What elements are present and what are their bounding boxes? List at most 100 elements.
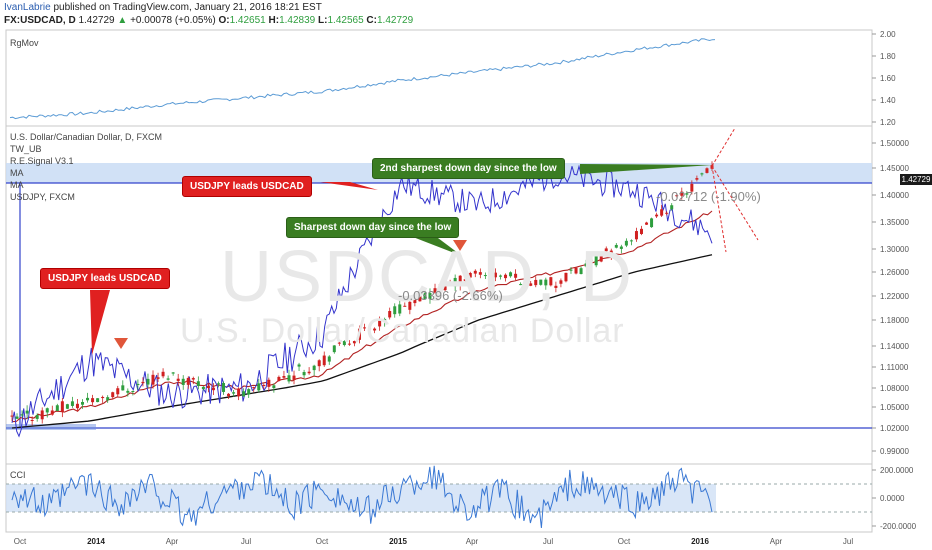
candle-body — [337, 342, 341, 344]
rgmov-pane-label: RgMov — [10, 38, 39, 48]
candle-body — [342, 341, 346, 346]
candle-body — [352, 341, 356, 344]
candle-body — [403, 305, 407, 307]
price-ytick-label: 1.40000 — [880, 191, 909, 200]
callout-usdjpy-leads-2: USDJPY leads USDCAD — [182, 176, 312, 197]
candle-body — [201, 386, 205, 389]
candle-body — [514, 273, 518, 278]
candle-body — [554, 285, 558, 288]
candle-body — [634, 231, 638, 240]
candle-body — [544, 279, 548, 286]
candle-body — [196, 381, 200, 387]
candle-body — [131, 391, 135, 393]
candle-body — [25, 410, 29, 414]
candle-body — [433, 288, 437, 293]
candle-body — [483, 275, 487, 277]
open-label: O: — [218, 15, 230, 26]
xtick-label: 2016 — [691, 537, 709, 546]
candle-body — [624, 240, 628, 246]
candle-body — [186, 377, 190, 385]
cci-pane-label: CCI — [10, 470, 26, 480]
candle-body — [690, 183, 694, 192]
callout-sharpest-down: Sharpest down day since the low — [286, 217, 460, 238]
candle-body — [468, 273, 472, 278]
candle-body — [332, 345, 336, 353]
candle-body — [393, 306, 397, 315]
author-link[interactable]: IvanLabrie — [4, 2, 51, 13]
xtick-label: Jul — [543, 537, 553, 546]
candle-body — [473, 270, 477, 274]
candle-body — [493, 272, 497, 278]
candle-body — [524, 274, 528, 276]
xtick-label: Oct — [14, 537, 27, 546]
candle-body — [35, 415, 39, 419]
candle-body — [529, 283, 533, 286]
candle-body — [136, 383, 140, 385]
candle-body — [559, 280, 563, 284]
candle-body — [619, 246, 623, 249]
indicator-label-ma-slow: MA — [10, 180, 24, 190]
price-ytick-label: 1.14000 — [880, 342, 909, 351]
candle-body — [589, 259, 593, 262]
close-label: C: — [366, 15, 377, 26]
candle-body — [498, 275, 502, 277]
candle-body — [287, 375, 291, 382]
candle-body — [639, 228, 643, 234]
candle-body — [297, 364, 301, 367]
candle-body — [91, 398, 95, 403]
candle-body — [10, 415, 14, 417]
candle-body — [398, 304, 402, 314]
candle-body — [30, 420, 34, 422]
rgmov-pane-frame — [5, 29, 873, 127]
price-ytick-label: 1.08000 — [880, 384, 909, 393]
candle-body — [267, 379, 271, 387]
candle-body — [453, 277, 457, 287]
candle-body — [166, 378, 170, 380]
rgmov-ytick-label: 1.80 — [880, 52, 896, 61]
price-ytick-label: 1.02000 — [880, 424, 909, 433]
price-ytick-label: 1.45000 — [880, 164, 909, 173]
candle-body — [569, 269, 573, 271]
callout-usdjpy-leads-1: USDJPY leads USDCAD — [40, 268, 170, 289]
candle-body — [232, 392, 236, 394]
candle-body — [594, 254, 598, 266]
candle-body — [665, 212, 669, 214]
candle-body — [564, 272, 568, 282]
candle-body — [75, 403, 79, 409]
price-ytick-label: 1.22000 — [880, 292, 909, 301]
price-ytick-label: 0.99000 — [880, 447, 909, 456]
candle-body — [257, 383, 261, 391]
candle-body — [614, 244, 618, 248]
candle-body — [504, 274, 508, 279]
callout-pointer — [320, 182, 378, 190]
candle-body — [685, 193, 689, 195]
candle-body — [101, 396, 105, 399]
candle-body — [347, 343, 351, 345]
xtick-label: Jul — [843, 537, 853, 546]
candle-body — [96, 398, 100, 403]
xtick-label: Apr — [770, 537, 783, 546]
xtick-label: Oct — [316, 537, 329, 546]
publish-line: IvanLabrie published on TradingView.com,… — [4, 2, 322, 13]
cci-line — [11, 465, 713, 528]
candle-body — [111, 392, 115, 398]
candle-body — [156, 377, 160, 379]
watermark-name: U.S. Dollar/Canadian Dollar — [180, 312, 625, 350]
candle-body — [55, 405, 59, 411]
candle-body — [312, 365, 316, 371]
candle-body — [650, 218, 654, 228]
candle-body — [448, 282, 452, 285]
symbol-label[interactable]: FX:USDCAD, D — [4, 15, 76, 26]
candle-body — [86, 397, 90, 401]
cci-band — [6, 484, 716, 512]
candle-body — [106, 397, 110, 401]
candle-body — [534, 279, 538, 286]
price-ytick-label: 1.18000 — [880, 316, 909, 325]
candle-body — [670, 205, 674, 210]
high-value: 1.42839 — [279, 15, 316, 26]
candle-body — [65, 404, 69, 409]
ma-slow-line — [11, 254, 713, 429]
candle-body — [292, 375, 296, 380]
candle-body — [408, 301, 412, 310]
